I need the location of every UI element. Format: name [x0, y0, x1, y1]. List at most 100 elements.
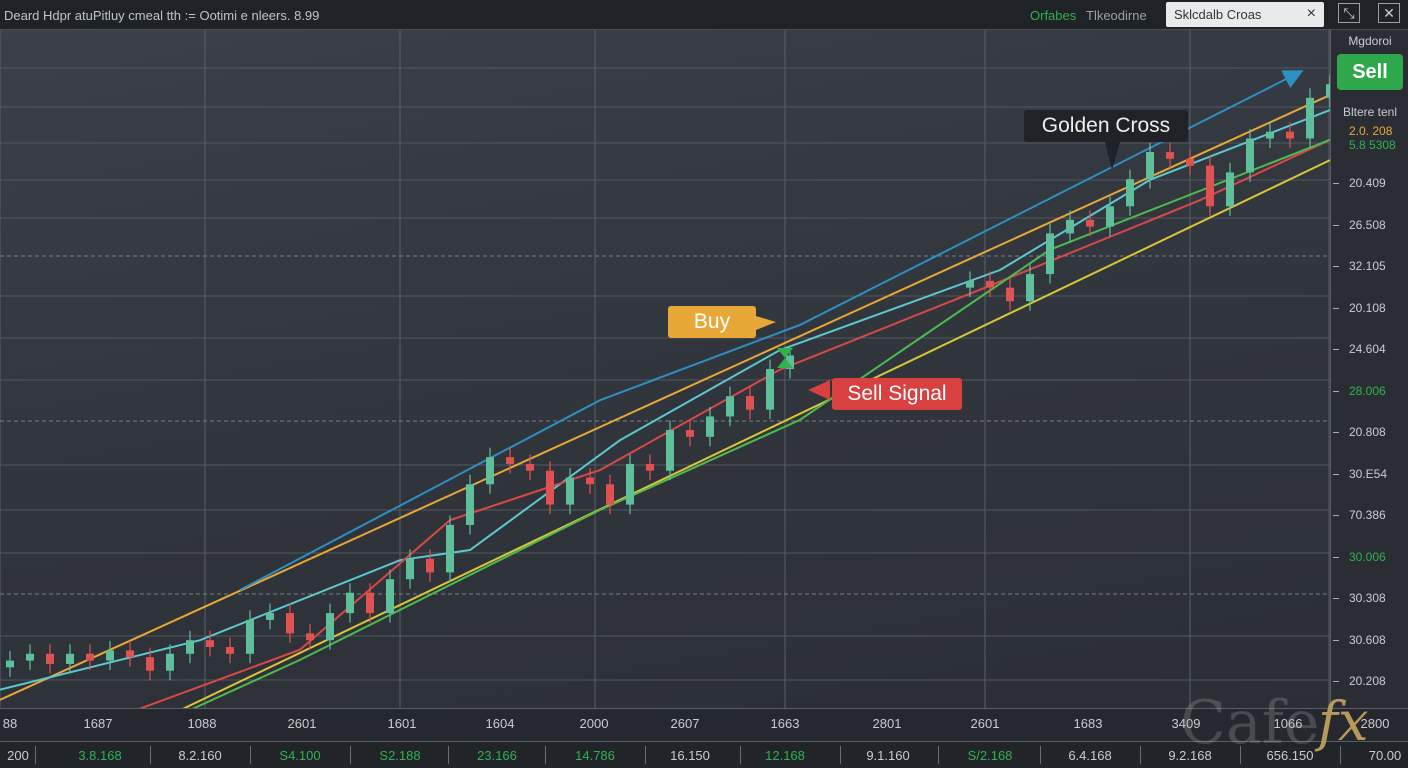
candle-down [286, 613, 294, 634]
candle-up [1106, 206, 1114, 227]
separator [150, 746, 151, 764]
y-tick-label: 24.604 [1333, 342, 1386, 356]
sell-signal-label: Sell Signal [832, 378, 962, 410]
logo: Cafe [1180, 688, 1320, 758]
candle-up [726, 396, 734, 417]
candle-up [166, 653, 174, 671]
tab-label: Sklcdalb Croas [1174, 7, 1262, 22]
price-value-green: 5.8 5308 [1349, 138, 1396, 152]
candle-down [646, 463, 654, 471]
y-tick-label: 30.006 [1333, 549, 1386, 564]
candle-up [766, 369, 774, 410]
candle-up [1266, 131, 1274, 139]
candle-up [186, 640, 194, 654]
candle-down [46, 653, 54, 664]
candle-up [626, 463, 634, 505]
candle-down [986, 280, 994, 288]
candle-up [1326, 84, 1330, 98]
buy-label: Buy [668, 306, 756, 338]
candle-down [306, 633, 314, 641]
close-icon[interactable]: ✕ [1378, 3, 1400, 23]
price-axis-panel: Mgdoroi Sell Bltere tenl 2.0. 208 5.8 53… [1330, 30, 1408, 708]
trend-line [239, 70, 1304, 591]
candle-up [706, 416, 714, 437]
separator [740, 746, 741, 764]
golden-cross-pointer [1105, 142, 1120, 170]
candle-up [1046, 233, 1054, 275]
y-tick-label: 26.508 [1333, 217, 1386, 232]
separator [1240, 746, 1241, 764]
bottom-value: 23.166 [477, 748, 517, 763]
y-tick-label: 28.006 [1333, 383, 1386, 398]
candle-down [86, 653, 94, 661]
x-tick-label: 1066 [1273, 716, 1303, 731]
bottom-value: S4.100 [279, 748, 321, 763]
candle-up [6, 660, 14, 668]
window-title: Deard Hdpr atuPitluy cmeal tth := Ootimi… [4, 8, 320, 23]
bottom-values-row: 200 3.8.168 8.2.160 S4.100 S2.188 23.166 14.78… [0, 741, 1408, 768]
y-tick-label: 30.608 [1333, 632, 1386, 647]
candle-up [566, 477, 574, 505]
candle-down [1186, 158, 1194, 166]
candle-down [1086, 219, 1094, 227]
x-tick-label: 88 [2, 716, 18, 731]
candle-up [1146, 152, 1154, 180]
x-tick-label: 2607 [670, 716, 700, 731]
y-tick-label: 30.308 [1333, 591, 1386, 605]
separator [1040, 746, 1041, 764]
menu-item-green[interactable]: Orfabes [1030, 8, 1077, 23]
separator [350, 746, 351, 764]
candle-up [1306, 97, 1314, 139]
candle-down [606, 484, 614, 505]
y-tick-label: 32.105 [1333, 259, 1386, 273]
candle-down [1206, 165, 1214, 207]
menu-item[interactable]: Tlkeodirne [1086, 8, 1147, 23]
bottom-value: 9.1.160 [866, 748, 910, 763]
candle-down [1006, 287, 1014, 302]
candle-up [486, 457, 494, 485]
separator [840, 746, 841, 764]
bottom-value: 14.786 [575, 748, 615, 763]
separator [1340, 746, 1341, 764]
x-tick-label: 1683 [1073, 716, 1103, 731]
trend-line [138, 138, 1330, 708]
candle-down [526, 463, 534, 471]
candle-up [446, 524, 454, 573]
trend-line [0, 94, 1330, 701]
y-tick-label: 20.208 [1333, 674, 1386, 688]
panel-label-2: Bltere tenl [1342, 105, 1398, 119]
tab-close-icon[interactable]: × [1306, 5, 1316, 22]
candle-down [206, 640, 214, 647]
x-tick-label: 2800 [1360, 716, 1390, 731]
x-tick-label: 2601 [287, 716, 317, 731]
candle-up [246, 619, 254, 654]
candlestick-chart[interactable] [0, 30, 1330, 708]
candle-down [126, 650, 134, 658]
bottom-value: 8.2.160 [178, 748, 222, 763]
candle-down [1286, 131, 1294, 139]
bottom-value: 3.8.168 [78, 748, 122, 763]
bottom-value: 70.00 [1368, 748, 1402, 763]
bottom-value: 6.4.168 [1068, 748, 1112, 763]
minimize-icon[interactable]: ⤡ [1338, 3, 1360, 23]
candle-up [386, 579, 394, 614]
candle-up [1126, 179, 1134, 207]
sell-button[interactable]: Sell [1337, 54, 1403, 90]
separator [938, 746, 939, 764]
x-tick-label: 1663 [770, 716, 800, 731]
candle-down [366, 592, 374, 614]
candle-down [146, 657, 154, 671]
candle-down [1166, 152, 1174, 159]
x-tick-label: 1687 [83, 716, 113, 731]
y-tick-label: 70.386 [1333, 508, 1386, 522]
sell-arrow [808, 380, 830, 400]
x-axis: 88 1687 1088 2601 1601 1604 2000 2607 1663 2801 26… [0, 708, 1408, 741]
trend-line [192, 138, 1330, 708]
candle-up [266, 613, 274, 620]
tab-active[interactable]: Sklcdalb Croas × [1166, 2, 1324, 27]
candle-down [746, 396, 754, 410]
price-value-orange: 2.0. 208 [1349, 124, 1393, 138]
x-tick-label: 1088 [187, 716, 217, 731]
buy-arrow [756, 316, 776, 330]
x-tick-label: 1604 [485, 716, 515, 731]
